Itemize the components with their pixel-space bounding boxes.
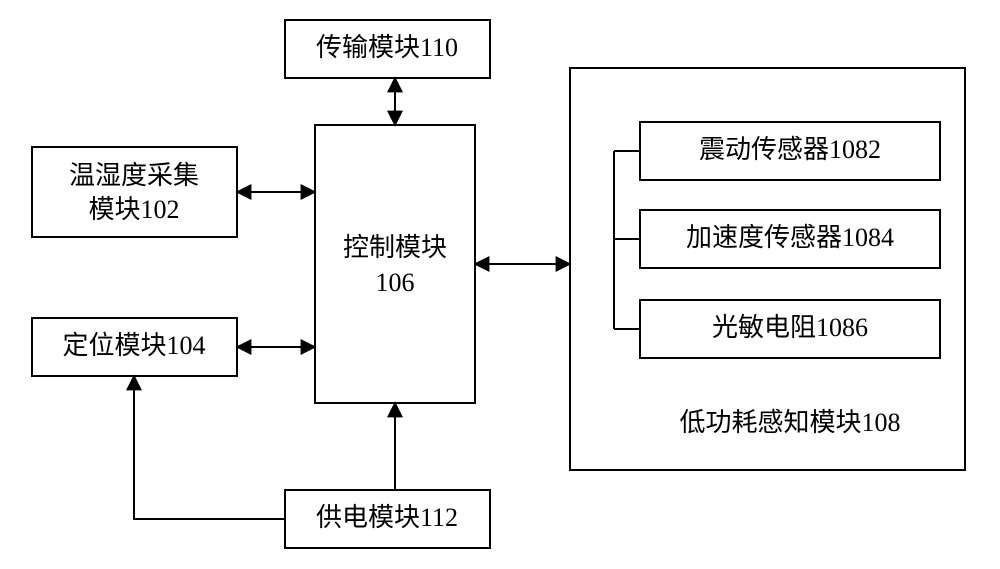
node-vibration: 震动传感器1082 [640, 122, 940, 180]
label-line1: 控制模块 [343, 233, 447, 262]
label-line2: 模块102 [88, 195, 179, 224]
label: 供电模块112 [316, 503, 458, 532]
node-photoresistor: 光敏电阻1086 [640, 300, 940, 358]
node-temp-humidity: 温湿度采集 模块102 [32, 147, 237, 237]
label: 加速度传感器1084 [686, 223, 894, 252]
node-power: 供电模块112 [285, 490, 490, 548]
label: 低功耗感知模块108 [679, 408, 900, 437]
node-positioning: 定位模块104 [32, 318, 237, 376]
node-acceleration: 加速度传感器1084 [640, 210, 940, 268]
label-line1: 温湿度采集 [69, 161, 199, 190]
label: 传输模块110 [316, 33, 458, 62]
block-diagram: 传输模块110 温湿度采集 模块102 定位模块104 控制模块 106 供电模… [0, 0, 1000, 569]
label: 光敏电阻1086 [712, 313, 868, 342]
edge-power-positioning [134, 376, 285, 519]
label: 定位模块104 [62, 331, 205, 360]
label-line2: 106 [376, 268, 415, 297]
label: 震动传感器1082 [699, 135, 881, 164]
node-transmission: 传输模块110 [285, 20, 490, 78]
node-control: 控制模块 106 [315, 125, 475, 403]
